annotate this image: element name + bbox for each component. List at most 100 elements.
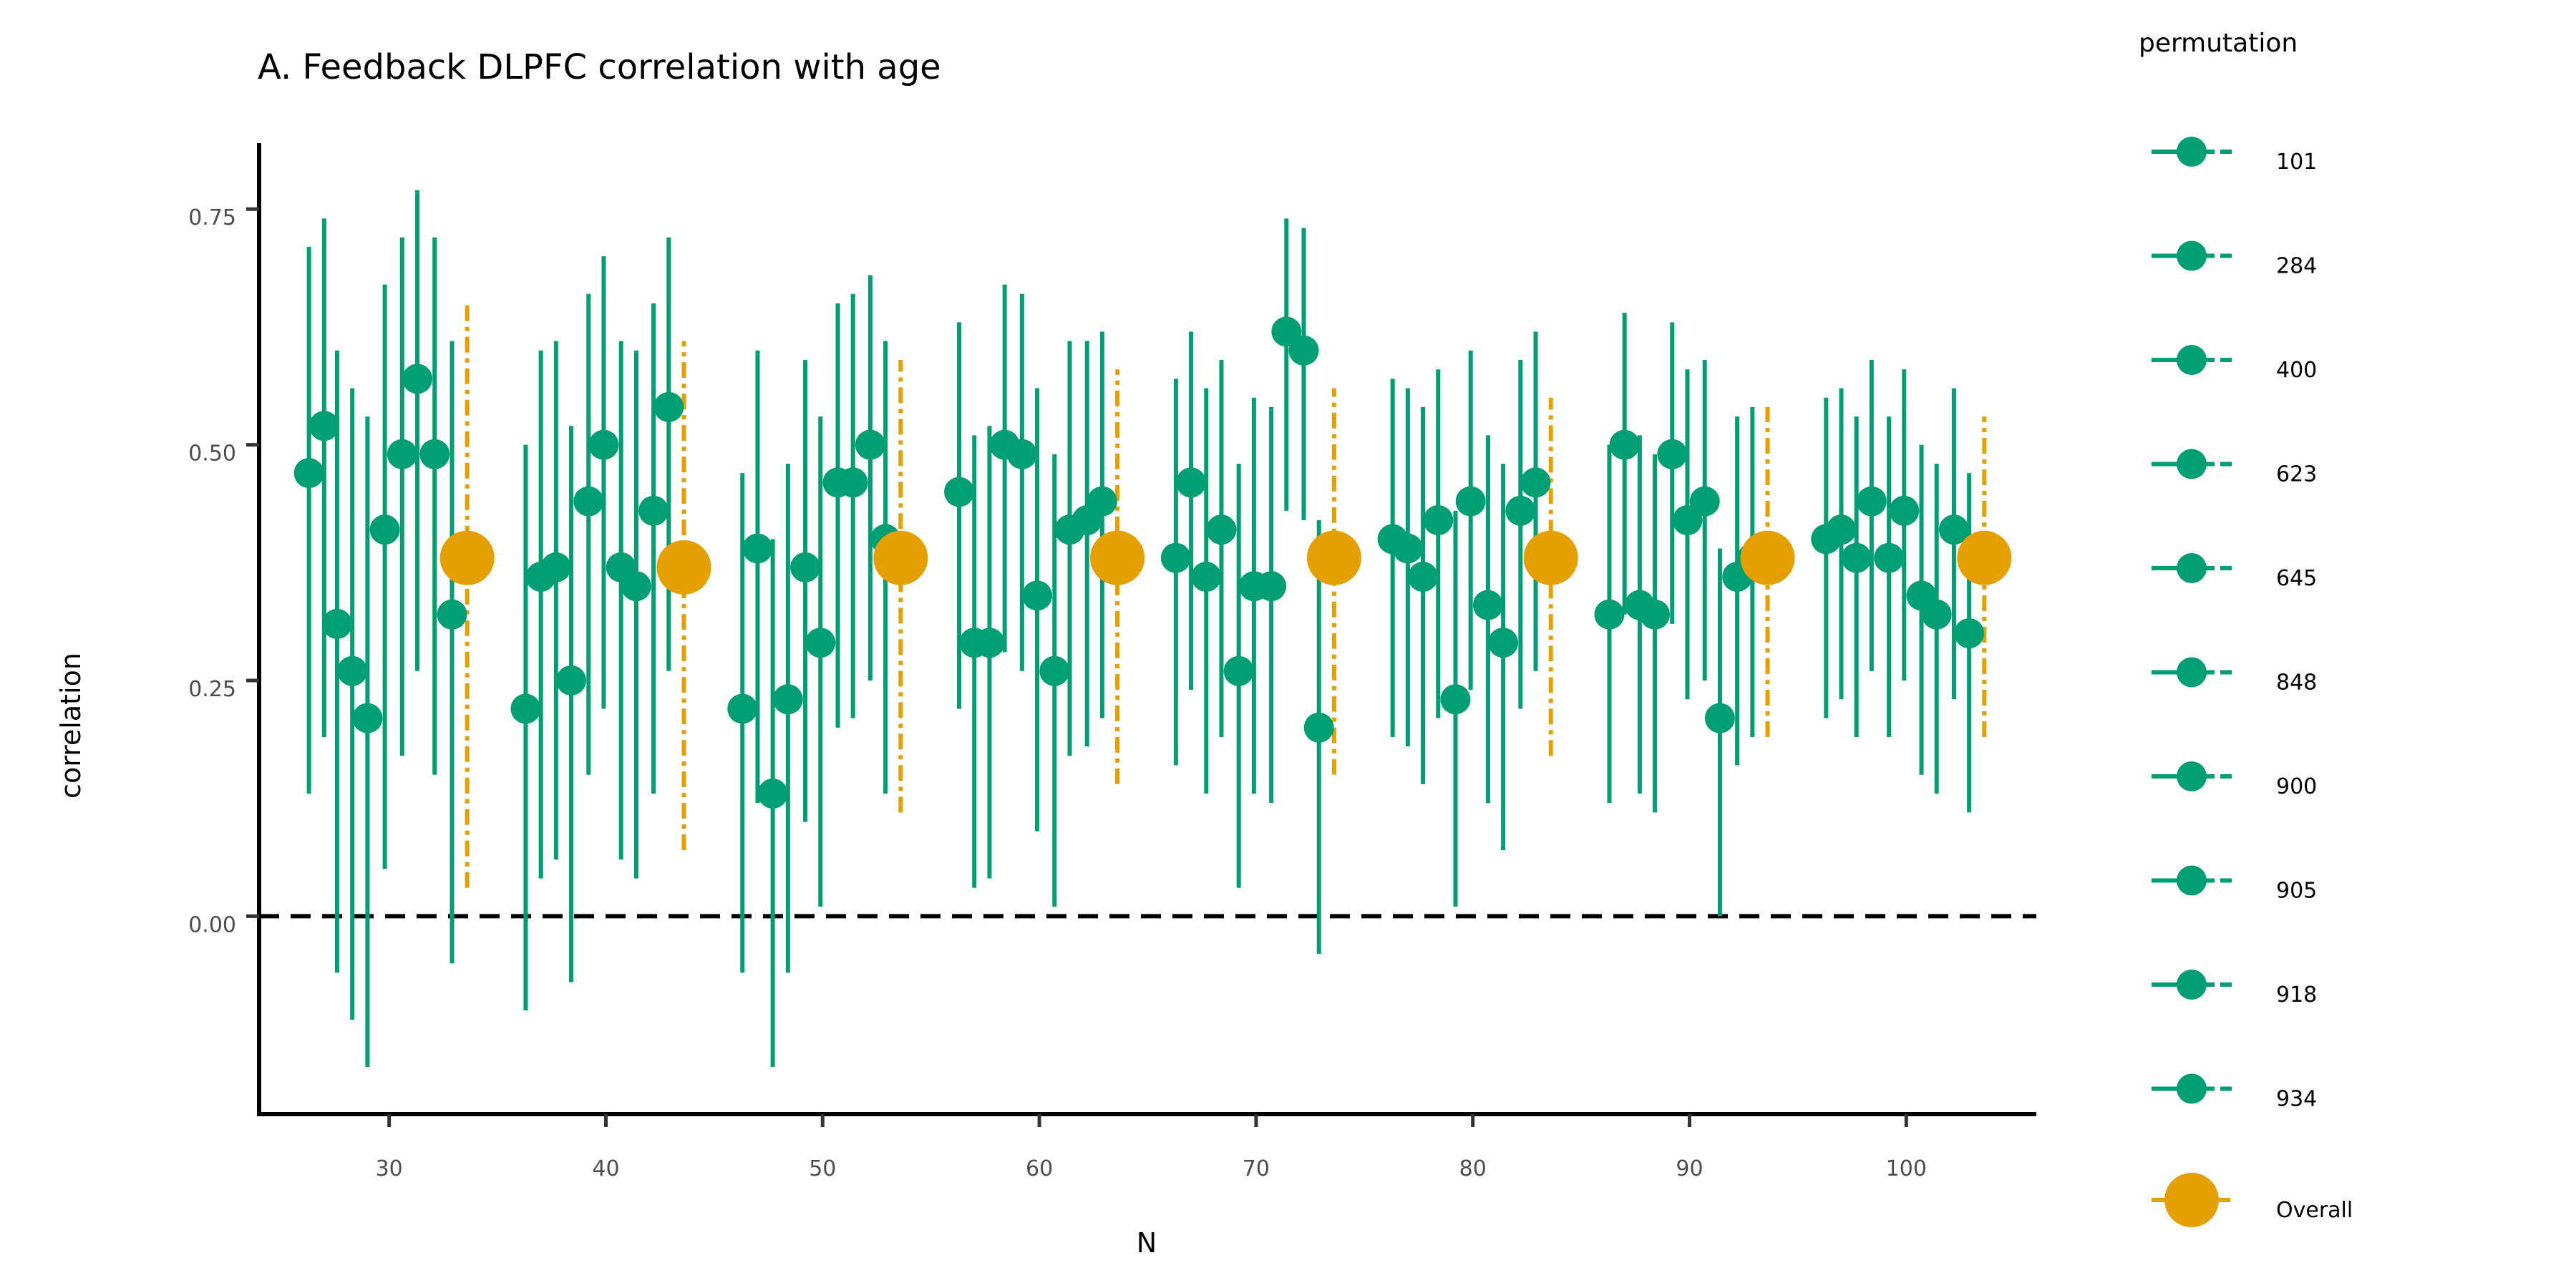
legend-key-point xyxy=(2177,240,2207,271)
point-permutation xyxy=(556,665,587,696)
point-permutation xyxy=(1392,533,1423,564)
point-permutation xyxy=(1455,486,1486,517)
point-overall xyxy=(1957,530,2012,585)
x-tick-label: 40 xyxy=(592,1156,619,1181)
legend-label: 284 xyxy=(2276,254,2317,279)
point-permutation xyxy=(1640,599,1671,630)
point-permutation xyxy=(1288,335,1319,366)
point-overall xyxy=(1306,530,1361,585)
point-overall xyxy=(439,530,495,585)
point-permutation xyxy=(1176,467,1207,498)
point-permutation xyxy=(1689,486,1720,517)
point-permutation xyxy=(1191,562,1222,592)
point-permutation xyxy=(1423,504,1454,535)
point-permutation xyxy=(805,628,836,658)
point-permutation xyxy=(1657,439,1688,469)
legend-label: 101 xyxy=(2276,150,2317,175)
point-permutation xyxy=(790,552,821,582)
point-permutation xyxy=(1408,562,1439,592)
point-overall xyxy=(1523,530,1578,585)
point-permutation xyxy=(1826,514,1857,545)
y-axis-label: correlation xyxy=(55,653,87,799)
point-permutation xyxy=(352,703,383,733)
point-permutation xyxy=(638,495,669,526)
point-overall xyxy=(1090,530,1145,585)
point-permutation xyxy=(1874,542,1905,573)
legend-key-point xyxy=(2177,865,2207,896)
legend-key-point-overall xyxy=(2164,1173,2219,1227)
point-permutation xyxy=(437,599,467,630)
point-permutation xyxy=(1889,495,1920,526)
chart-title: A. Feedback DLPFC correlation with age xyxy=(258,47,941,87)
point-permutation xyxy=(1520,467,1551,498)
x-tick-label: 30 xyxy=(376,1156,403,1181)
point-permutation xyxy=(1087,486,1117,517)
point-permutation xyxy=(369,514,400,545)
point-permutation xyxy=(837,467,868,498)
point-permutation xyxy=(1006,439,1037,469)
legend-key-point xyxy=(2177,970,2207,1000)
plot-area xyxy=(259,190,2036,1068)
point-permutation xyxy=(293,458,324,489)
point-permutation xyxy=(772,684,803,715)
x-axis-ticks: 30 40 50 60 70 80 90 100 xyxy=(376,1114,1927,1181)
point-permutation xyxy=(419,439,450,469)
y-tick-label: 0.75 xyxy=(188,205,236,230)
point-permutation xyxy=(1856,486,1887,517)
point-permutation xyxy=(727,693,758,724)
point-permutation xyxy=(1472,590,1503,620)
x-tick-label: 80 xyxy=(1459,1156,1487,1181)
legend-key-point xyxy=(2177,449,2207,479)
point-permutation xyxy=(1160,542,1191,573)
legend: permutation 101 284 400 623 645 848 900 905 918 9… xyxy=(2139,29,2353,1227)
y-axis-ticks: 0.00 0.25 0.50 0.75 xyxy=(188,205,259,937)
point-permutation xyxy=(1704,703,1735,733)
point-permutation xyxy=(1841,542,1872,573)
point-permutation xyxy=(742,533,773,564)
point-permutation xyxy=(1256,571,1287,602)
legend-label: 848 xyxy=(2276,670,2317,696)
point-permutation xyxy=(1505,495,1536,526)
legend-label: 900 xyxy=(2276,774,2317,799)
legend-title: permutation xyxy=(2139,29,2298,58)
y-tick-label: 0.00 xyxy=(188,912,236,937)
point-permutation xyxy=(855,429,885,460)
point-permutation xyxy=(1039,655,1070,686)
legend-label: 400 xyxy=(2276,358,2317,383)
point-permutation xyxy=(1303,712,1334,743)
point-permutation xyxy=(1488,628,1519,658)
point-permutation xyxy=(1022,580,1053,611)
point-permutation xyxy=(1223,655,1254,686)
legend-key-point xyxy=(2177,1073,2207,1104)
y-tick-label: 0.50 xyxy=(188,441,236,467)
legend-key-point xyxy=(2177,345,2207,375)
point-overall xyxy=(1740,530,1795,585)
x-tick-label: 60 xyxy=(1026,1156,1053,1181)
legend-label: Overall xyxy=(2276,1198,2353,1223)
point-permutation xyxy=(1921,599,1952,630)
point-permutation xyxy=(540,552,571,582)
legend-label: 918 xyxy=(2276,982,2317,1008)
legend-label: 905 xyxy=(2276,879,2317,904)
point-permutation xyxy=(1938,514,1969,545)
point-permutation xyxy=(1440,684,1471,715)
legend-key-point xyxy=(2177,553,2207,583)
point-permutation xyxy=(387,439,417,469)
legend-key-point xyxy=(2177,137,2207,167)
x-tick-label: 70 xyxy=(1243,1156,1270,1181)
point-permutation xyxy=(1206,514,1237,545)
point-permutation xyxy=(337,655,368,686)
legend-label: 623 xyxy=(2276,462,2317,487)
x-tick-label: 90 xyxy=(1676,1156,1703,1181)
legend-label: 645 xyxy=(2276,566,2317,591)
point-permutation xyxy=(510,693,541,724)
point-overall xyxy=(873,530,928,585)
point-permutation xyxy=(573,486,604,517)
point-permutation xyxy=(653,391,684,422)
point-permutation xyxy=(621,571,651,602)
x-tick-label: 100 xyxy=(1886,1156,1927,1181)
point-permutation xyxy=(402,364,433,394)
point-overall xyxy=(656,540,711,595)
point-permutation xyxy=(588,429,619,460)
